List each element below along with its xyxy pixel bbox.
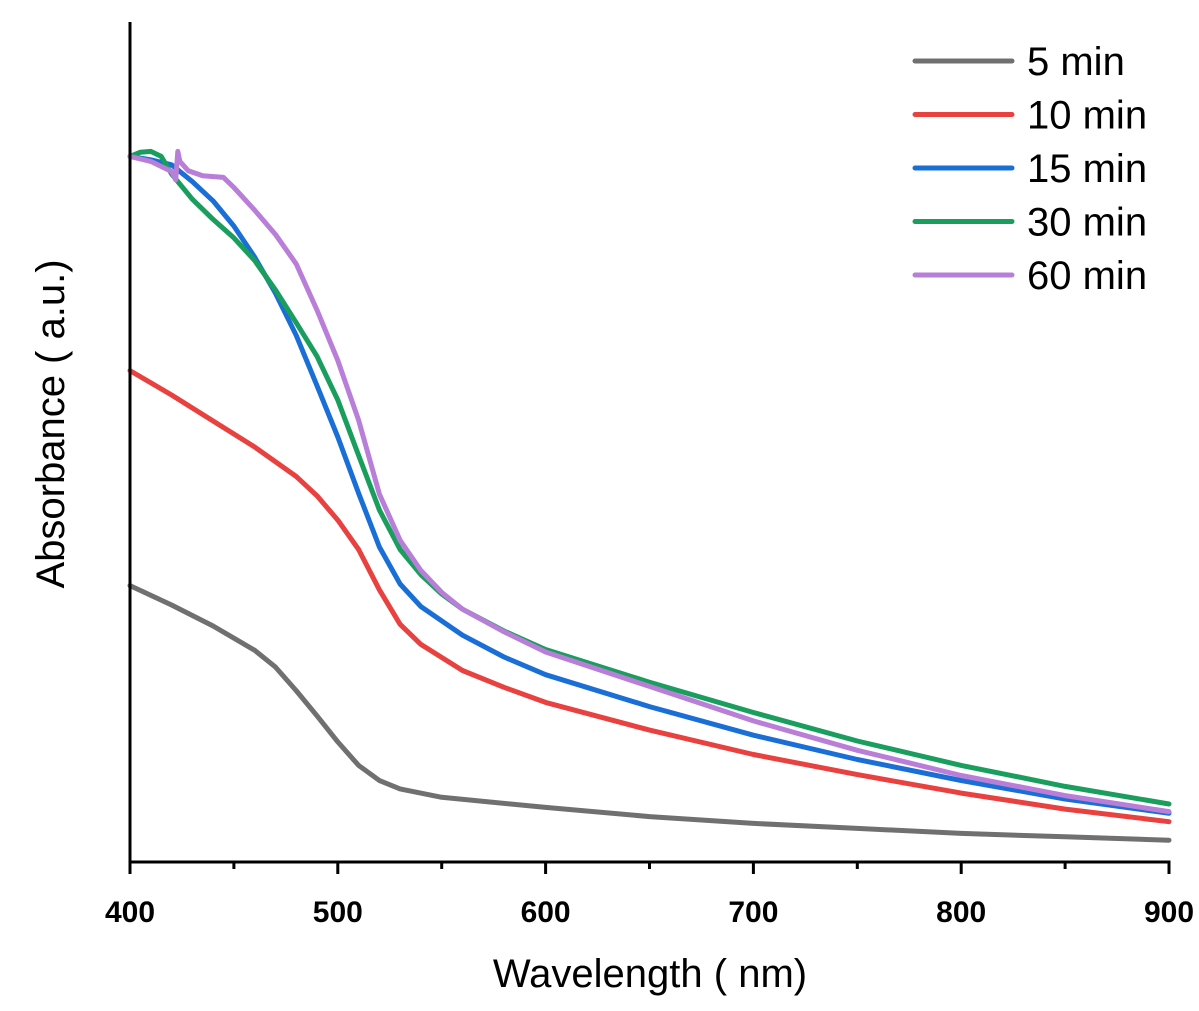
x-tick-label-600: 600: [521, 896, 571, 929]
x-tick-label-400: 400: [105, 896, 155, 929]
x-tick-label-900: 900: [1144, 896, 1194, 929]
legend-label-60-min: 60 min: [1027, 254, 1147, 298]
legend-label-10-min: 10 min: [1027, 94, 1147, 138]
legend-label-5-min: 5 min: [1027, 40, 1125, 84]
y-axis-title: Absorbance ( a.u.): [29, 259, 73, 588]
series-line-15-min: [127, 153, 1172, 816]
x-tick-label-800: 800: [936, 896, 986, 929]
x-tick-label-700: 700: [728, 896, 778, 929]
axes: 400 500 600 700 800 900: [105, 22, 1194, 929]
series-line-10-min: [127, 368, 1172, 825]
legend-label-30-min: 30 min: [1027, 201, 1147, 245]
series-line-60-min: [127, 148, 1172, 815]
series-line-5-min: [127, 583, 1172, 843]
series-line-30-min: [127, 148, 1172, 807]
x-tick-label-500: 500: [313, 896, 363, 929]
legend-label-15-min: 15 min: [1027, 147, 1147, 191]
x-axis-title: Wavelength ( nm): [493, 952, 807, 996]
legend: 5 min 10 min 15 min 30 min 60 min: [912, 40, 1147, 298]
plot-area: [127, 148, 1172, 843]
